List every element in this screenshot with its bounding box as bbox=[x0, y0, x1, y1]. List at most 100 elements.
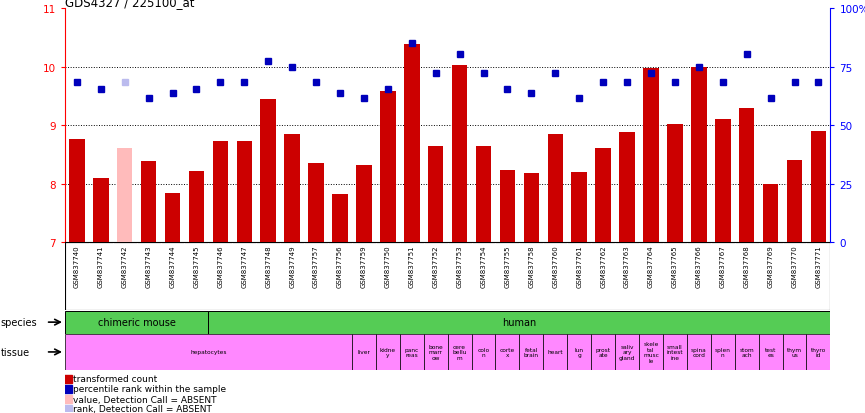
Bar bbox=[471, 335, 496, 370]
Text: thym
us: thym us bbox=[787, 347, 802, 358]
Text: GSM837769: GSM837769 bbox=[767, 244, 773, 287]
Bar bbox=[787, 161, 803, 242]
Text: GSM837767: GSM837767 bbox=[720, 244, 726, 287]
Text: saliv
ary
gland: saliv ary gland bbox=[618, 344, 635, 361]
Bar bbox=[711, 335, 734, 370]
Bar bbox=[811, 132, 826, 242]
Bar bbox=[496, 335, 519, 370]
Bar bbox=[404, 45, 420, 242]
Bar bbox=[806, 335, 830, 370]
Text: skele
tal
musc
le: skele tal musc le bbox=[643, 341, 659, 363]
Bar bbox=[164, 194, 180, 242]
Bar bbox=[424, 335, 448, 370]
Text: GSM837763: GSM837763 bbox=[624, 244, 630, 287]
Text: GSM837746: GSM837746 bbox=[217, 244, 223, 287]
Bar bbox=[543, 335, 567, 370]
Text: GSM837761: GSM837761 bbox=[576, 244, 582, 287]
Text: GSM837743: GSM837743 bbox=[145, 244, 151, 287]
Text: cere
bellu
m: cere bellu m bbox=[452, 344, 467, 361]
Bar bbox=[69, 139, 85, 242]
Text: test
es: test es bbox=[765, 347, 776, 358]
Text: GSM837741: GSM837741 bbox=[98, 244, 104, 287]
Bar bbox=[308, 164, 324, 242]
Text: rank, Detection Call = ABSENT: rank, Detection Call = ABSENT bbox=[74, 404, 213, 413]
Text: GSM837744: GSM837744 bbox=[170, 244, 176, 287]
Bar bbox=[213, 142, 228, 242]
Text: heart: heart bbox=[548, 349, 563, 355]
Text: splen
n: splen n bbox=[714, 347, 731, 358]
Bar bbox=[380, 92, 395, 242]
Bar bbox=[615, 335, 639, 370]
Bar bbox=[352, 335, 376, 370]
Bar bbox=[567, 335, 591, 370]
Text: small
intest
ine: small intest ine bbox=[667, 344, 683, 361]
Bar bbox=[65, 311, 208, 334]
Text: GSM837760: GSM837760 bbox=[552, 244, 558, 287]
Text: thyro
id: thyro id bbox=[811, 347, 826, 358]
Bar bbox=[93, 178, 108, 242]
Bar bbox=[452, 66, 467, 242]
Text: hepatocytes: hepatocytes bbox=[190, 349, 227, 355]
Text: GSM837758: GSM837758 bbox=[529, 244, 535, 287]
Bar bbox=[572, 173, 587, 242]
Text: GSM837765: GSM837765 bbox=[672, 244, 678, 287]
Text: GSM837751: GSM837751 bbox=[409, 244, 414, 287]
Text: value, Detection Call = ABSENT: value, Detection Call = ABSENT bbox=[74, 395, 217, 404]
Bar bbox=[141, 162, 157, 242]
Text: GSM837771: GSM837771 bbox=[816, 244, 822, 287]
Text: prost
ate: prost ate bbox=[596, 347, 611, 358]
Bar bbox=[644, 69, 659, 242]
Bar bbox=[236, 142, 252, 242]
Bar bbox=[260, 100, 276, 242]
Text: bone
marr
ow: bone marr ow bbox=[428, 344, 443, 361]
Text: liver: liver bbox=[357, 349, 370, 355]
Text: kidne
y: kidne y bbox=[380, 347, 396, 358]
Bar bbox=[189, 171, 204, 242]
Text: GSM837740: GSM837740 bbox=[74, 244, 80, 287]
Text: percentile rank within the sample: percentile rank within the sample bbox=[74, 384, 227, 393]
Bar bbox=[332, 195, 348, 242]
Bar bbox=[400, 335, 424, 370]
Text: GSM837748: GSM837748 bbox=[266, 244, 272, 287]
Text: GSM837757: GSM837757 bbox=[313, 244, 319, 287]
Text: GSM837749: GSM837749 bbox=[289, 244, 295, 287]
Bar bbox=[476, 146, 491, 242]
Text: GSM837752: GSM837752 bbox=[432, 244, 439, 287]
Bar bbox=[591, 335, 615, 370]
Bar bbox=[285, 135, 300, 242]
Bar bbox=[208, 311, 830, 334]
Text: GSM837768: GSM837768 bbox=[744, 244, 750, 287]
Bar bbox=[763, 184, 778, 242]
Bar bbox=[619, 133, 635, 242]
Bar bbox=[759, 335, 783, 370]
Text: GSM837766: GSM837766 bbox=[695, 244, 702, 287]
Text: GSM837756: GSM837756 bbox=[337, 244, 343, 287]
Text: lun
g: lun g bbox=[574, 347, 584, 358]
Text: panc
reas: panc reas bbox=[405, 347, 419, 358]
Bar bbox=[376, 335, 400, 370]
Bar bbox=[667, 125, 682, 242]
Text: GSM837770: GSM837770 bbox=[791, 244, 798, 287]
Text: GDS4327 / 225100_at: GDS4327 / 225100_at bbox=[65, 0, 195, 9]
Text: GSM837755: GSM837755 bbox=[504, 244, 510, 287]
Bar bbox=[428, 146, 444, 242]
Bar bbox=[691, 67, 707, 242]
Bar bbox=[687, 335, 711, 370]
Text: GSM837759: GSM837759 bbox=[361, 244, 367, 287]
Bar bbox=[739, 108, 754, 242]
Text: tissue: tissue bbox=[1, 347, 30, 357]
Bar bbox=[663, 335, 687, 370]
Bar bbox=[356, 166, 372, 242]
Text: GSM837754: GSM837754 bbox=[481, 244, 486, 287]
Text: GSM837750: GSM837750 bbox=[385, 244, 391, 287]
Bar bbox=[65, 335, 352, 370]
Text: GSM837753: GSM837753 bbox=[457, 244, 463, 287]
Text: GSM837762: GSM837762 bbox=[600, 244, 606, 287]
Bar bbox=[783, 335, 806, 370]
Bar bbox=[734, 335, 759, 370]
Bar bbox=[448, 335, 471, 370]
Bar bbox=[548, 135, 563, 242]
Bar bbox=[523, 173, 539, 242]
Text: fetal
brain: fetal brain bbox=[524, 347, 539, 358]
Text: transformed count: transformed count bbox=[74, 374, 157, 383]
